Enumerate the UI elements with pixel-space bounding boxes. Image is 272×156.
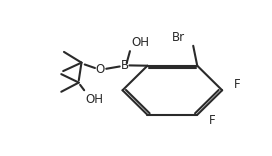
Text: Br: Br [172, 31, 185, 44]
Text: OH: OH [131, 36, 149, 49]
Text: F: F [234, 78, 241, 91]
Text: F: F [209, 115, 216, 127]
Text: O: O [96, 63, 105, 76]
Text: B: B [120, 59, 129, 72]
Text: OH: OH [85, 93, 104, 106]
